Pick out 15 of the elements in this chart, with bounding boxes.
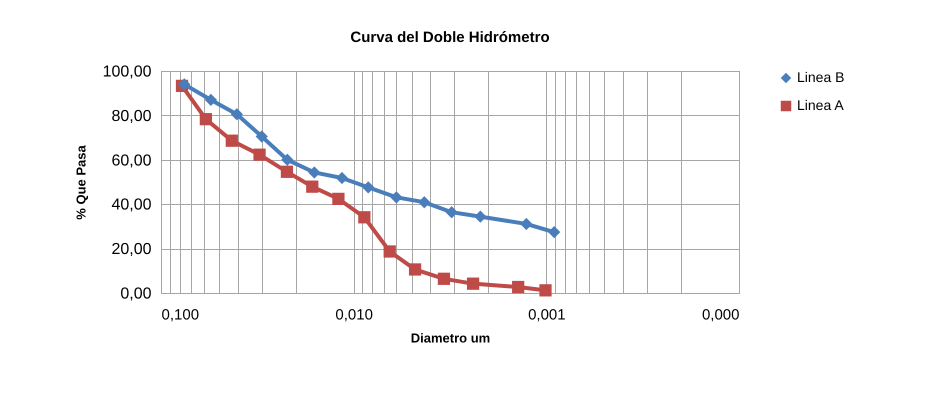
x-tick-label: 0,010 bbox=[335, 306, 373, 324]
y-tick-label: 80,00 bbox=[111, 108, 152, 125]
y-tick-label: 60,00 bbox=[111, 152, 152, 170]
y-tick-label: 100,00 bbox=[102, 64, 152, 80]
x-tick-label: 0,000 bbox=[702, 306, 740, 324]
chart-title: Curva del Doble Hidrómetro bbox=[350, 29, 550, 46]
x-axis-title: Diametro um bbox=[410, 330, 490, 346]
x-tick-label: 0,001 bbox=[528, 306, 566, 324]
y-axis-title: % Que Pasa bbox=[74, 144, 89, 220]
x-tick-label: 0,100 bbox=[162, 306, 200, 324]
legend-label: Linea B bbox=[797, 69, 844, 85]
y-tick-label: 40,00 bbox=[111, 196, 152, 214]
y-tick-label: 0,00 bbox=[120, 286, 152, 302]
legend-label: Linea A bbox=[797, 97, 844, 113]
y-tick-label: 20,00 bbox=[111, 241, 152, 258]
